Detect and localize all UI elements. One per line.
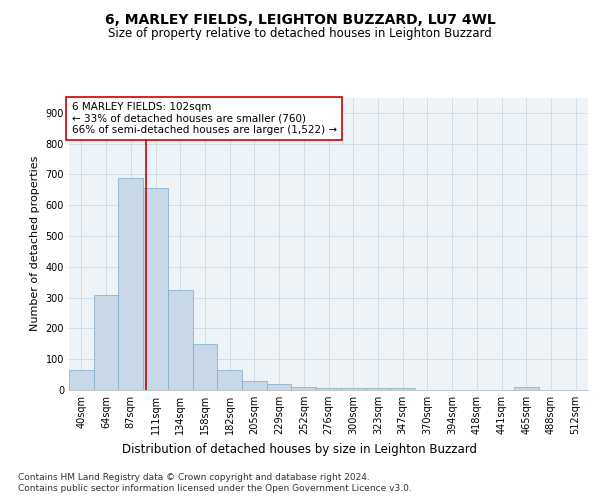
Bar	[514, 387, 539, 390]
Text: Contains HM Land Registry data © Crown copyright and database right 2024.: Contains HM Land Registry data © Crown c…	[18, 472, 370, 482]
Bar	[316, 388, 341, 390]
Bar	[341, 388, 365, 390]
Bar	[365, 388, 390, 390]
Text: Size of property relative to detached houses in Leighton Buzzard: Size of property relative to detached ho…	[108, 28, 492, 40]
Text: Contains public sector information licensed under the Open Government Licence v3: Contains public sector information licen…	[18, 484, 412, 493]
Bar	[118, 178, 143, 390]
Bar	[69, 370, 94, 390]
Y-axis label: Number of detached properties: Number of detached properties	[30, 156, 40, 332]
Bar	[143, 188, 168, 390]
Text: Distribution of detached houses by size in Leighton Buzzard: Distribution of detached houses by size …	[122, 442, 478, 456]
Bar	[267, 384, 292, 390]
Text: 6, MARLEY FIELDS, LEIGHTON BUZZARD, LU7 4WL: 6, MARLEY FIELDS, LEIGHTON BUZZARD, LU7 …	[104, 12, 496, 26]
Bar	[242, 381, 267, 390]
Bar	[390, 388, 415, 390]
Bar	[193, 344, 217, 390]
Bar	[292, 387, 316, 390]
Bar	[168, 290, 193, 390]
Bar	[217, 370, 242, 390]
Bar	[94, 294, 118, 390]
Text: 6 MARLEY FIELDS: 102sqm
← 33% of detached houses are smaller (760)
66% of semi-d: 6 MARLEY FIELDS: 102sqm ← 33% of detache…	[71, 102, 337, 135]
